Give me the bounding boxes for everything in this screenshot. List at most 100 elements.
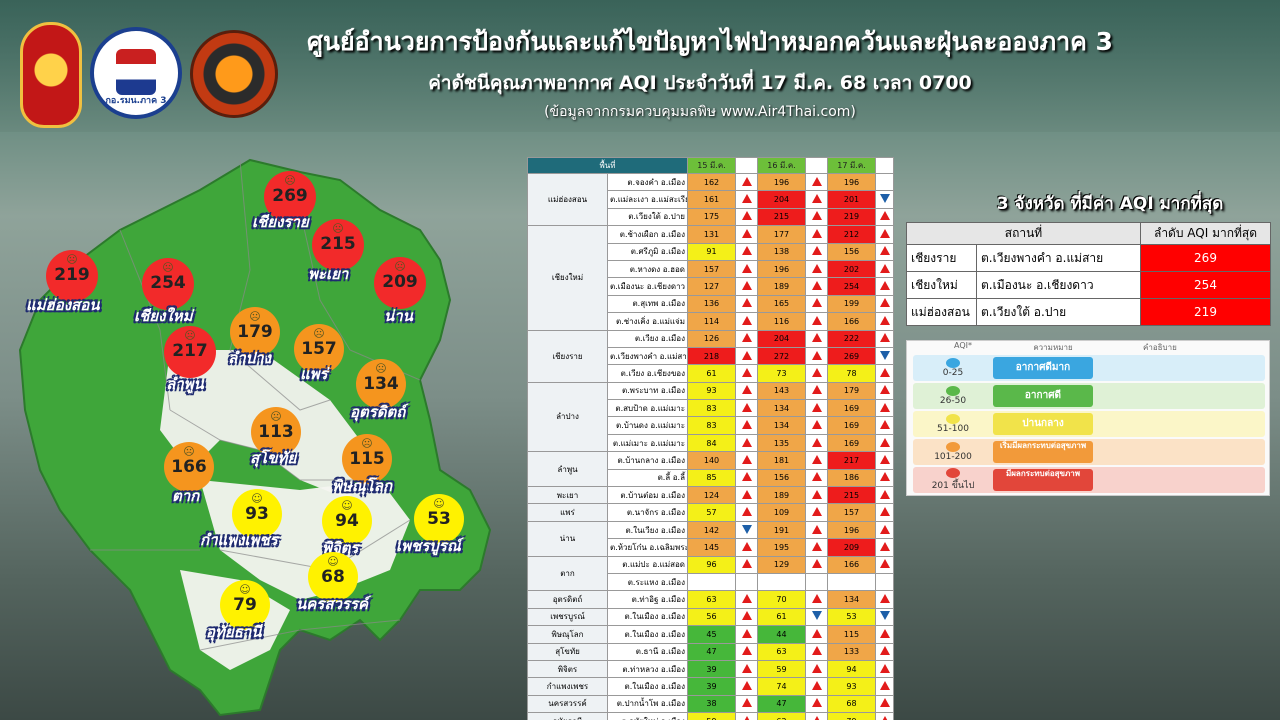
arrow-up-icon — [741, 194, 752, 204]
trend-cell-day2 — [805, 572, 828, 592]
aqi-value-day3: 68 — [827, 694, 876, 714]
trend-cell-day3 — [875, 607, 894, 627]
bubble-phetchabun: ☺ 53 — [414, 494, 464, 544]
trend-cell-day2 — [805, 712, 828, 720]
area-cell: ต.ช้างเผือก อ.เมือง — [607, 225, 688, 244]
aqi-value-day1: 131 — [687, 225, 736, 244]
aqi-value-day2: 204 — [757, 190, 806, 209]
aqi-value-day2 — [757, 572, 806, 592]
army-emblem-logo — [20, 22, 82, 128]
trend-cell-day2 — [805, 364, 828, 383]
arrow-up-icon — [741, 611, 752, 621]
table-row: อุตรดิตถ์ ต.ท่าอิฐ อ.เมือง 63 70 134 — [527, 590, 894, 609]
arrow-up-icon — [879, 315, 890, 325]
bubble-lamphun: ☹ 217 — [164, 326, 216, 378]
aqi-value-day1: 161 — [687, 190, 736, 209]
aqi-value-day2: 189 — [757, 486, 806, 505]
trend-cell-day1 — [735, 590, 758, 609]
table-header-row: พื้นที่ 15 มี.ค. 16 มี.ค. 17 มี.ค. — [527, 157, 894, 174]
arrow-up-icon — [811, 594, 822, 604]
angry-face-icon: ☹ — [332, 222, 344, 235]
arrow-up-icon — [811, 437, 822, 447]
aqi-value-day2: 134 — [757, 416, 806, 435]
aqi-value-day2: 196 — [757, 172, 806, 192]
arrow-up-icon — [741, 698, 752, 708]
aqi-value-day1: 126 — [687, 329, 736, 348]
legend-range: 0-25 — [913, 358, 993, 378]
aqi-value-day1: 85 — [687, 468, 736, 488]
area-cell: ต.แม่ปะ อ.แม่สอด — [607, 555, 688, 574]
aqi-value-day2: 195 — [757, 538, 806, 557]
area-cell: ต.ในเวียง อ.เมือง — [607, 520, 688, 540]
aqi-value-day3: 134 — [827, 590, 876, 609]
arrow-up-icon — [741, 507, 752, 517]
arrow-up-icon — [741, 715, 752, 720]
bubble-lampang: ☹ 179 — [230, 307, 280, 357]
trend-cell-day2 — [805, 242, 828, 261]
label-chiang-mai: เชียงใหม่ — [134, 307, 193, 325]
arrow-up-icon — [811, 228, 822, 238]
arrow-up-icon — [879, 246, 890, 256]
aqi-value-day1: 162 — [687, 172, 736, 192]
trend-cell-day1 — [735, 416, 758, 435]
table-row: ต.เมืองนะ อ.เชียงดาว 127 189 254 — [528, 277, 894, 296]
label-mae-hong-son: แม่ฮ่องสอน — [26, 296, 100, 314]
table-row: ต.หางดง อ.ฮอด 157 196 202 — [528, 259, 894, 279]
legend-col-meaning: ความหมาย — [1033, 343, 1073, 352]
arrow-up-icon — [811, 507, 822, 517]
bubble-chiang-rai: ☹ 269 — [264, 171, 316, 223]
province-cell: ลำปาง — [527, 381, 608, 453]
trend-cell-day1 — [735, 468, 758, 488]
legend-header: AQI* ความหมาย คำอธิบาย — [907, 341, 1269, 352]
aqi-value-day2: 116 — [757, 312, 806, 331]
aqi-value-day3: 219 — [827, 207, 876, 227]
label-tak: ตาก — [172, 487, 200, 505]
legend-row: 26-50 อากาศดี — [913, 383, 1265, 409]
aqi-value-day2: 63 — [757, 642, 806, 661]
trend-cell-day2 — [805, 694, 828, 714]
table-row: พะเยา ต.บ้านต๋อม อ.เมือง 124 189 215 — [527, 486, 894, 505]
neutral-face-icon: ☺ — [433, 497, 445, 510]
top3-title: 3 จังหวัด ที่มีค่า AQI มากที่สุด — [996, 194, 1224, 214]
table-row: เพชรบูรณ์ ต.ในเมือง อ.เมือง 56 61 53 — [527, 607, 894, 627]
aqi-value-day2: 44 — [757, 625, 806, 644]
arrow-down-icon — [741, 524, 752, 534]
trend-cell-day1 — [735, 555, 758, 574]
area-cell: ต.เวียงพางคำ อ.แม่สาย — [607, 346, 688, 366]
trend-cell-day1 — [735, 207, 758, 227]
arrow-up-icon — [879, 507, 890, 517]
top3-place: ต.เมืองนะ อ.เชียงดาว — [976, 271, 1141, 299]
aqi-value-day3: 222 — [827, 329, 876, 348]
trend-cell-day3 — [875, 381, 894, 401]
trend-cell-day1 — [735, 329, 758, 348]
arrow-up-icon — [811, 698, 822, 708]
label-kamphaeng-phet: กำแพงเพชร — [200, 531, 278, 549]
aqi-value-day1: 175 — [687, 207, 736, 227]
table-row: แม่ฮ่องสอน ต.เวียงใต้ อ.ปาย 219 — [906, 298, 1271, 326]
arrow-up-icon — [811, 628, 822, 638]
trend-cell-day3 — [875, 399, 894, 418]
area-cell: ต.ในเมือง อ.เมือง — [607, 677, 688, 696]
province-cell: น่าน — [527, 520, 608, 557]
arrow-up-icon — [741, 472, 752, 482]
trend-cell-day3 — [875, 486, 894, 505]
province-cell: เชียงราย — [527, 329, 608, 383]
trend-cell-day3 — [875, 712, 894, 720]
arrow-up-icon — [741, 350, 752, 360]
area-cell: ต.อุทัยใหม่ อ.เมือง — [607, 712, 688, 720]
trend-cell-day1 — [735, 503, 758, 522]
aqi-station-table: พื้นที่ 15 มี.ค. 16 มี.ค. 17 มี.ค. แม่ฮ่… — [527, 157, 894, 720]
legend-range: 26-50 — [913, 386, 993, 406]
aqi-value-day1: 114 — [687, 312, 736, 331]
arrow-up-icon — [811, 194, 822, 204]
top3-prov: แม่ฮ่องสอน — [906, 298, 977, 326]
aqi-value-day3: 169 — [827, 416, 876, 435]
arrow-up-icon — [879, 281, 890, 291]
bubble-phitsanulok: ☹ 115 — [342, 434, 392, 484]
trend-cell-day1 — [735, 242, 758, 261]
trend-cell-day2 — [805, 433, 828, 453]
bubble-mae-hong-son: ☹ 219 — [46, 250, 98, 302]
angry-face-icon: ☹ — [184, 329, 196, 342]
trend-cell-day3 — [875, 207, 894, 227]
trend-cell-day3 — [875, 555, 894, 574]
